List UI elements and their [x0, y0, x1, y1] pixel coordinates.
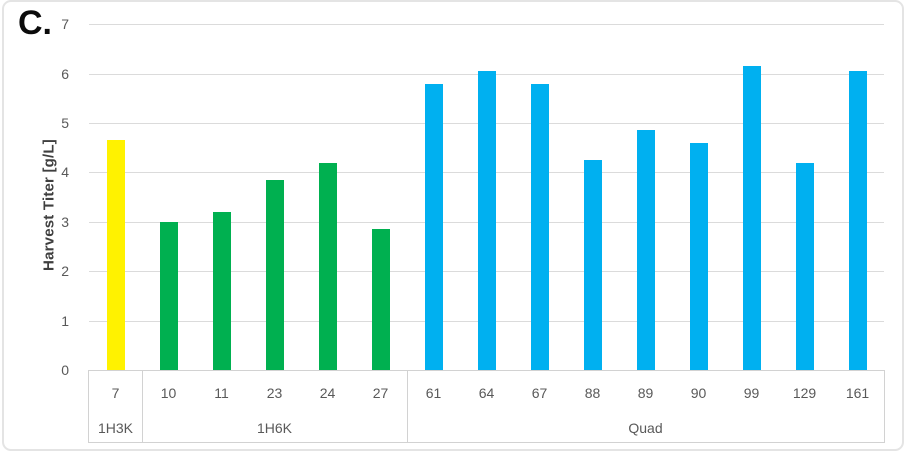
group-label: 1H3K: [97, 420, 134, 436]
y-axis-tick-labels: 0 1 2 3 4 5 6 7: [39, 2, 69, 378]
category-label: 7: [111, 385, 120, 401]
y-tick-label: 7: [61, 16, 69, 33]
plot-area: [89, 2, 884, 370]
panel-label: C.: [18, 4, 52, 42]
group-separator: [407, 371, 408, 442]
bar: [636, 130, 655, 370]
category-label: 129: [792, 385, 817, 401]
group-separator: [142, 371, 143, 442]
category-label: 64: [478, 385, 495, 401]
category-label: 27: [372, 385, 389, 401]
gridline: [89, 24, 884, 26]
y-tick-label: 0: [61, 362, 69, 378]
category-label: 88: [584, 385, 601, 401]
y-tick-label: 2: [61, 263, 69, 280]
category-label: 67: [531, 385, 548, 401]
bar: [265, 179, 284, 370]
bar: [371, 229, 390, 370]
y-tick-label: 1: [61, 312, 69, 329]
group-label: Quad: [628, 420, 663, 436]
category-label: 99: [743, 385, 760, 401]
bar: [424, 83, 443, 370]
bar: [689, 142, 708, 370]
category-label: 24: [319, 385, 336, 401]
bar: [106, 140, 125, 370]
bar: [212, 211, 231, 370]
bar: [530, 83, 549, 370]
category-label: 23: [266, 385, 283, 401]
bar: [318, 162, 337, 370]
bar: [742, 66, 761, 370]
category-label: 11: [214, 385, 229, 401]
category-label: 161: [845, 385, 870, 401]
category-label: 10: [160, 385, 177, 401]
y-tick-label: 3: [61, 213, 69, 230]
bar: [795, 162, 814, 370]
y-tick-label: 6: [61, 65, 69, 82]
y-tick-label: 4: [61, 164, 69, 181]
y-tick-label: 5: [61, 115, 69, 131]
category-label: 61: [425, 385, 442, 401]
bar: [583, 160, 602, 370]
bar: [159, 221, 178, 370]
bar: [477, 71, 496, 370]
category-label: 89: [637, 385, 654, 401]
category-label: 90: [690, 385, 707, 401]
category-axis-box: 7 1H3K 10 11 23 24 27 1H6K 61 64 67 88 89 90 99 129 161 Q…: [88, 370, 885, 443]
bar: [848, 71, 867, 370]
group-label: 1H6K: [256, 420, 293, 436]
